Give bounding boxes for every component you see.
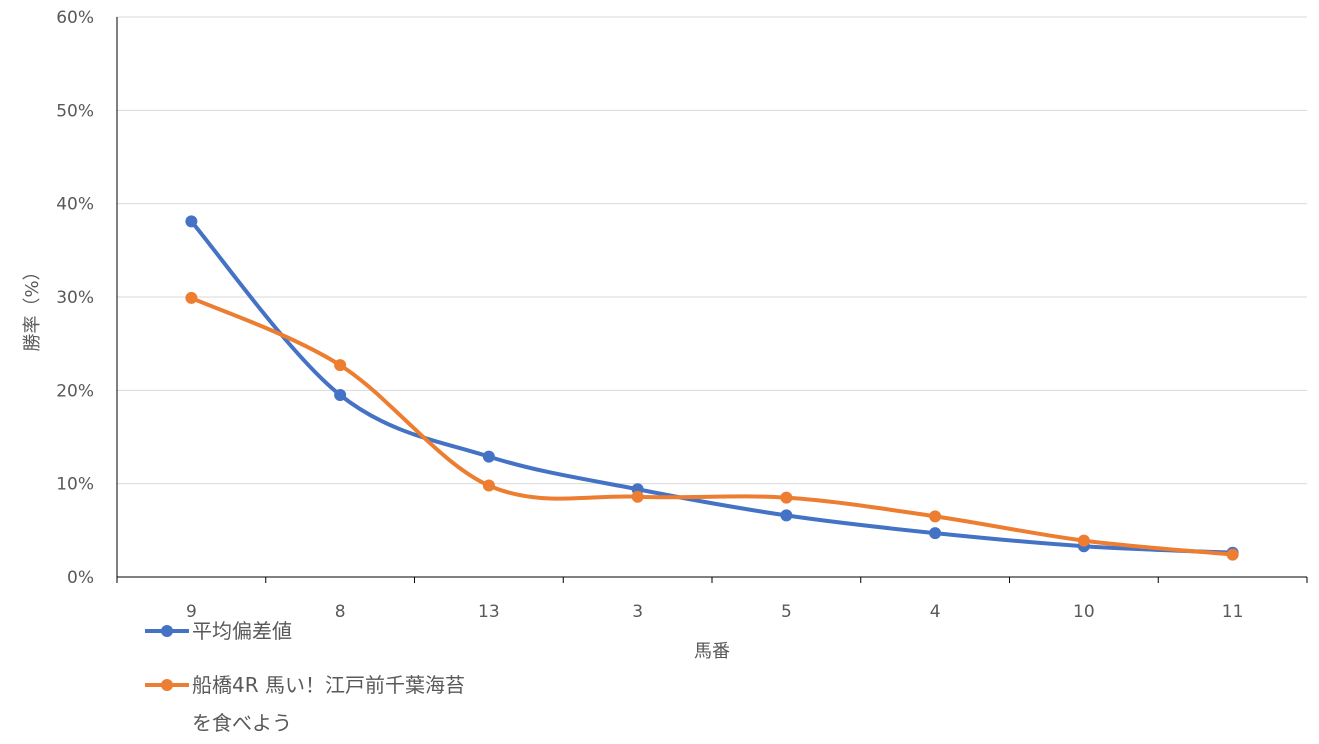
legend-entry-series-1[interactable]: 平均偏差値 — [145, 619, 292, 643]
y-tick-label: 0% — [67, 568, 94, 588]
x-tick-label: 10 — [1073, 602, 1095, 622]
x-tick-label: 4 — [930, 602, 941, 622]
data-point[interactable] — [929, 527, 942, 540]
data-point[interactable] — [1077, 534, 1090, 547]
legend-label-line-2: を食べよう — [192, 711, 292, 735]
data-point[interactable] — [1226, 548, 1239, 561]
y-tick-label: 10% — [56, 475, 94, 495]
y-axis-title: 勝率（%） — [22, 262, 43, 351]
legend-swatch-marker — [161, 679, 173, 691]
x-tick-label: 3 — [632, 602, 643, 622]
legend-label: 平均偏差値 — [192, 619, 292, 643]
data-point[interactable] — [185, 215, 198, 228]
data-point[interactable] — [780, 491, 793, 504]
legend-label-line-1: 船橋4R 馬い！江戸前千葉海苔 — [192, 673, 465, 697]
data-point[interactable] — [185, 291, 198, 304]
y-tick-label: 20% — [56, 381, 94, 401]
x-tick-label: 5 — [781, 602, 792, 622]
gridlines — [117, 16, 1307, 485]
series-1 — [185, 215, 1239, 559]
y-tick-label: 60% — [56, 8, 94, 28]
x-axis-tick-labels: 9 8 13 3 5 4 10 11 — [186, 602, 1243, 622]
y-tick-label: 40% — [56, 195, 94, 215]
x-tick-label: 13 — [478, 602, 500, 622]
x-tick-label: 9 — [186, 602, 197, 622]
series-2 — [185, 291, 1239, 561]
data-point[interactable] — [334, 359, 347, 372]
data-point[interactable] — [482, 479, 495, 492]
series-layer — [185, 215, 1239, 561]
data-point[interactable] — [780, 509, 793, 522]
legend-entry-series-2[interactable]: 船橋4R 馬い！江戸前千葉海苔 を食べよう — [145, 673, 465, 735]
series-line — [189, 219, 1235, 555]
series-line — [189, 295, 1235, 557]
x-axis-title: 馬番 — [694, 641, 730, 662]
y-axis-tick-labels: 0% 10% 20% 30% 40% 50% 60% — [56, 8, 94, 588]
data-point[interactable] — [631, 490, 644, 503]
axes — [116, 17, 1308, 583]
x-tick-label: 8 — [335, 602, 346, 622]
data-point[interactable] — [482, 450, 495, 463]
legend-swatch-marker — [161, 625, 173, 637]
data-point[interactable] — [929, 510, 942, 523]
y-tick-label: 50% — [56, 101, 94, 121]
legend: 平均偏差値 船橋4R 馬い！江戸前千葉海苔 を食べよう — [145, 619, 465, 735]
x-tick-label: 11 — [1222, 602, 1244, 622]
y-tick-label: 30% — [56, 288, 94, 308]
data-point[interactable] — [334, 389, 347, 401]
